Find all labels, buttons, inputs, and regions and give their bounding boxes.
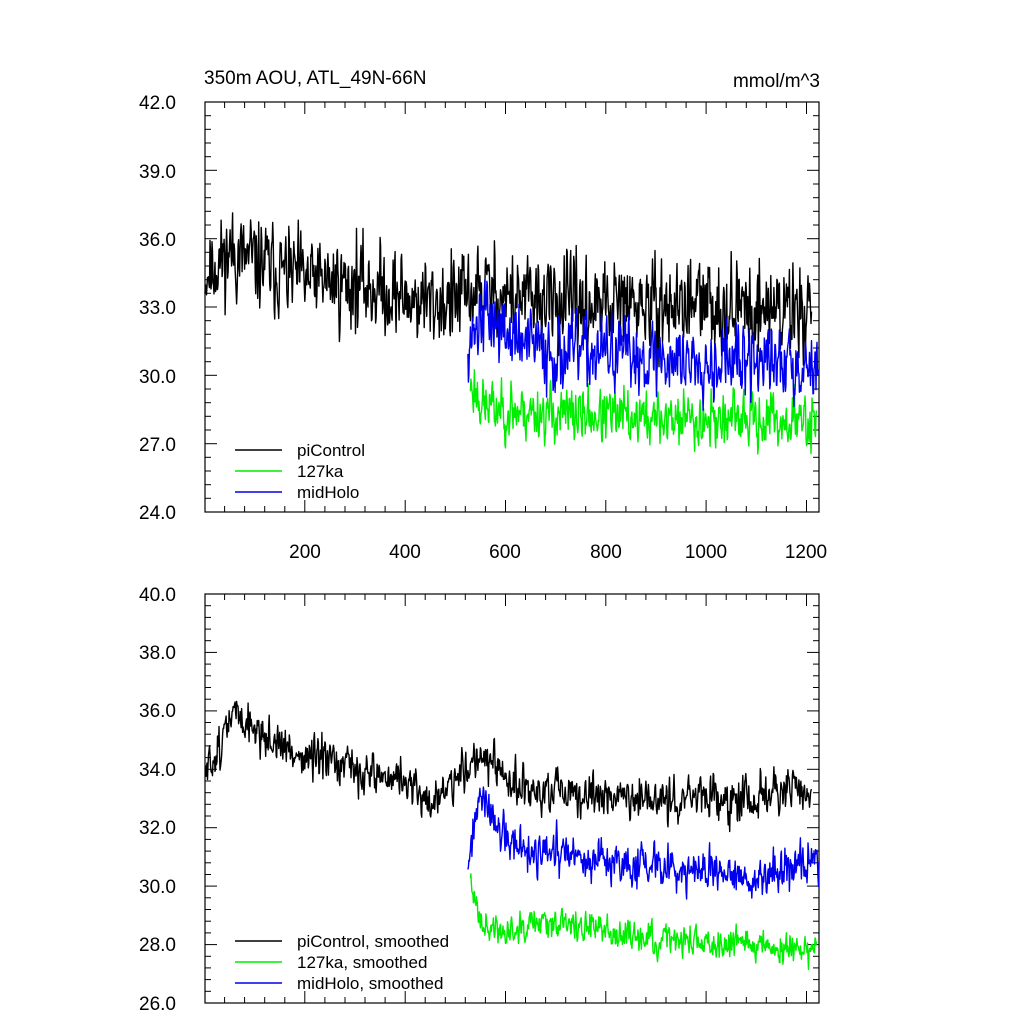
bottom-ytick-label-2: 30.0 — [139, 877, 176, 898]
bottom-ytick-label-3: 32.0 — [139, 818, 176, 839]
top-ytick-label-4: 36.0 — [139, 230, 176, 251]
series-line-midholo — [467, 279, 820, 411]
series-line-picontrol-smoothed — [204, 700, 813, 833]
legend-label-midholo: midHolo — [297, 483, 359, 502]
bottom-ytick-label-5: 36.0 — [139, 701, 176, 722]
legend-label-midholo-smoothed: midHolo, smoothed — [297, 974, 443, 993]
legend-label-picontrol: piControl — [297, 441, 365, 460]
top-panel-units: mmol/m^3 — [733, 71, 820, 92]
top-ytick-label-0: 24.0 — [139, 503, 176, 524]
top-y-tick-labels: 24.0 27.0 30.0 33.0 36.0 39.0 42.0 — [139, 93, 176, 524]
top-ytick-label-6: 42.0 — [139, 93, 176, 114]
legend-label-127ka: 127ka — [297, 462, 344, 481]
top-xtick-label-400: 400 — [389, 542, 421, 563]
series-line-127ka — [469, 369, 818, 455]
bottom-ytick-label-7: 40.0 — [139, 585, 176, 606]
series-line-127ka-smoothed — [469, 873, 818, 970]
series-line-midholo-smoothed — [467, 786, 820, 900]
bottom-ytick-label-0: 26.0 — [139, 994, 176, 1015]
top-ytick-label-5: 39.0 — [139, 162, 176, 183]
legend-label-picontrol-smoothed: piControl, smoothed — [297, 932, 449, 951]
bottom-legend: piControl, smoothed 127ka, smoothed midH… — [235, 932, 449, 993]
top-series-group — [204, 212, 820, 455]
bottom-ytick-label-4: 34.0 — [139, 760, 176, 781]
bottom-y-tick-labels: 26.0 28.0 30.0 32.0 34.0 36.0 38.0 40.0 — [139, 585, 176, 1015]
top-xtick-label-600: 600 — [489, 542, 521, 563]
top-ytick-label-2: 30.0 — [139, 367, 176, 388]
top-panel: 350m AOU, ATL_49N-66N mmol/m^3 24.0 27.0… — [139, 68, 827, 563]
top-xtick-label-200: 200 — [289, 542, 321, 563]
bottom-panel: 26.0 28.0 30.0 32.0 34.0 36.0 38.0 40.0 … — [139, 585, 820, 1015]
top-panel-title: 350m AOU, ATL_49N-66N — [204, 68, 426, 89]
bottom-ytick-label-1: 28.0 — [139, 935, 176, 956]
bottom-series-group — [204, 700, 820, 970]
bottom-ytick-label-6: 38.0 — [139, 643, 176, 664]
top-xtick-label-800: 800 — [590, 542, 622, 563]
legend-label-127ka-smoothed: 127ka, smoothed — [297, 953, 427, 972]
top-axis-ticks — [205, 101, 819, 513]
top-xtick-label-1000: 1000 — [685, 542, 727, 563]
bottom-axis-ticks — [205, 593, 819, 1004]
top-x-tick-labels: 200 400 600 800 1000 1200 — [289, 542, 827, 563]
top-ytick-label-1: 27.0 — [139, 435, 176, 456]
series-line-picontrol — [204, 212, 813, 370]
top-xtick-label-1200: 1200 — [785, 542, 827, 563]
top-ytick-label-3: 33.0 — [139, 298, 176, 319]
bottom-plot-frame — [204, 593, 820, 1004]
top-legend: piControl 127ka midHolo — [235, 441, 365, 502]
